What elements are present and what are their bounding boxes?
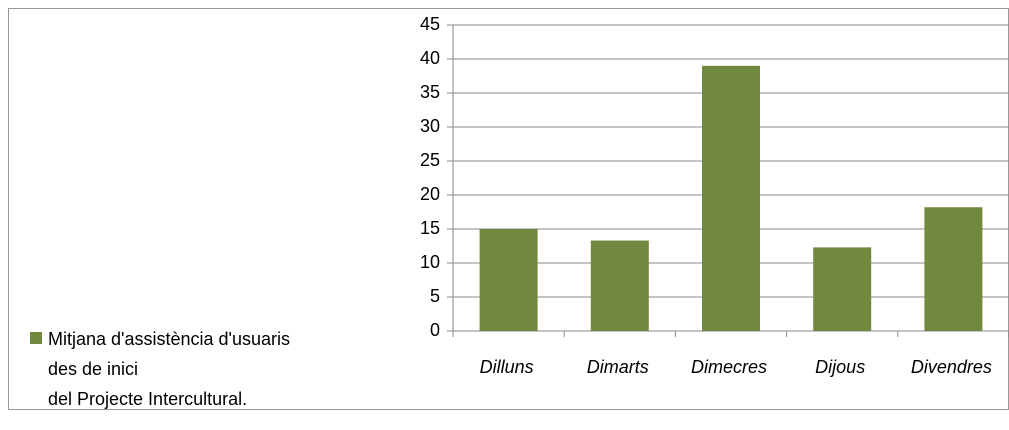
- bar: [479, 229, 538, 331]
- x-tick-label: Dimecres: [691, 357, 767, 377]
- bar: [702, 65, 760, 332]
- y-tick-label: 45: [420, 14, 440, 34]
- bar: [924, 207, 983, 331]
- y-tick-label: 0: [430, 320, 440, 340]
- y-tick-label: 30: [420, 116, 440, 136]
- x-tick-label: Dijous: [815, 357, 865, 377]
- y-tick-label: 10: [420, 252, 440, 272]
- y-tick-label: 40: [420, 48, 440, 68]
- bar: [590, 240, 649, 331]
- legend-label: Mitjana d'assistència d'usuaris des de i…: [48, 329, 290, 409]
- y-tick-label: 5: [430, 286, 440, 306]
- y-tick-label: 15: [420, 218, 440, 238]
- x-tick-label: Dilluns: [480, 357, 534, 377]
- y-tick-label: 35: [420, 82, 440, 102]
- x-tick-label: Dimarts: [587, 357, 649, 377]
- bar: [813, 247, 872, 331]
- x-tick-label: Divendres: [911, 357, 992, 377]
- legend-swatch: [30, 332, 42, 344]
- y-tick-label: 25: [420, 150, 440, 170]
- y-tick-label: 20: [420, 184, 440, 204]
